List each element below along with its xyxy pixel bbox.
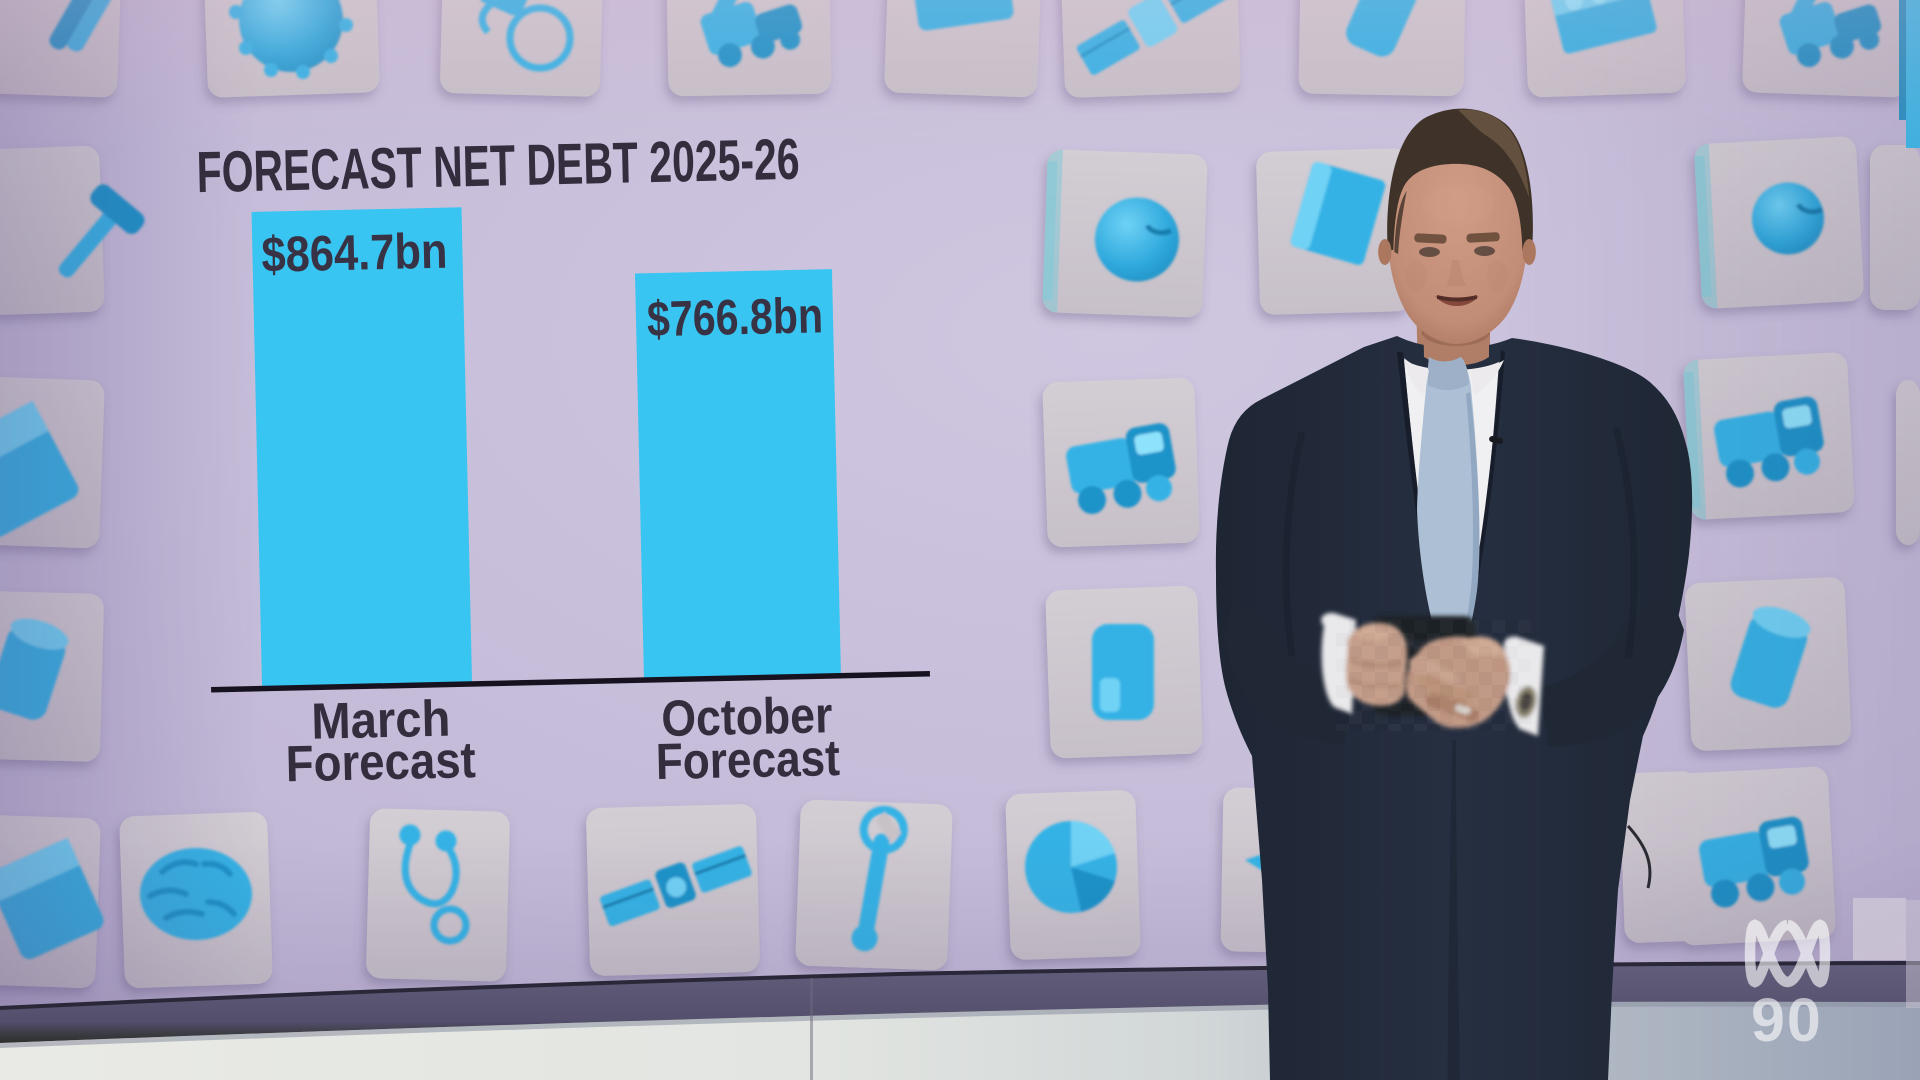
- svg-text:Forecast: Forecast: [285, 731, 476, 792]
- svg-text:FORECAST NET DEBT 2025-26: FORECAST NET DEBT 2025-26: [196, 127, 800, 205]
- svg-text:Forecast: Forecast: [655, 729, 840, 790]
- svg-text:90: 90: [1751, 986, 1823, 1054]
- svg-text:March: March: [311, 690, 451, 750]
- svg-text:October: October: [661, 686, 833, 747]
- svg-text:$864.7bn: $864.7bn: [261, 223, 448, 283]
- svg-text:$766.8bn: $766.8bn: [646, 287, 823, 347]
